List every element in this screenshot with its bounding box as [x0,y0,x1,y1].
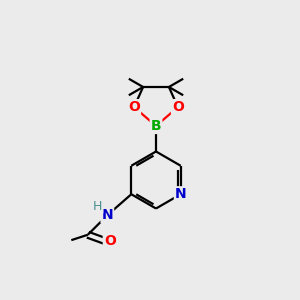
Text: N: N [175,187,187,201]
Text: N: N [101,208,113,222]
Text: H: H [93,200,102,213]
Text: O: O [172,100,184,114]
Text: O: O [104,234,116,248]
Text: B: B [151,119,161,133]
Text: O: O [128,100,140,114]
